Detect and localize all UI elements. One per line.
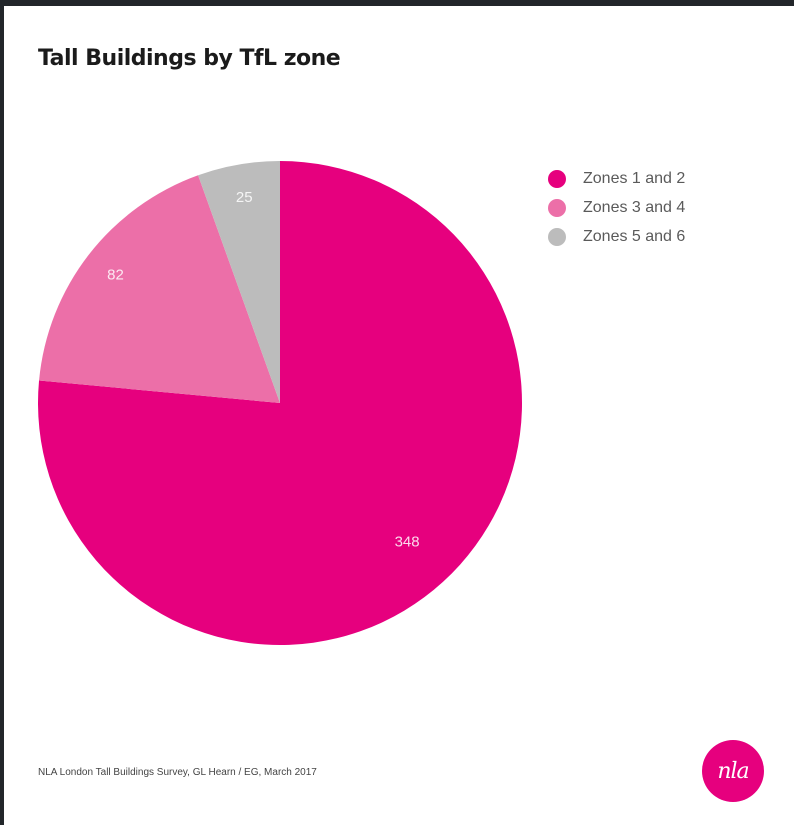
legend-label: Zones 1 and 2 (583, 169, 686, 187)
nla-logo: nla (702, 740, 764, 802)
legend-item-zones-5-and-6: Zones 5 and 6 (548, 222, 685, 251)
source-note: NLA London Tall Buildings Survey, GL Hea… (38, 767, 317, 778)
legend-label: Zones 3 and 4 (583, 198, 686, 216)
pie-value-label-zones-3-and-4: 82 (107, 266, 124, 283)
legend: Zones 1 and 2 Zones 3 and 4 Zones 5 and 6 (548, 164, 685, 251)
legend-label: Zones 5 and 6 (583, 227, 686, 245)
legend-item-zones-3-and-4: Zones 3 and 4 (548, 193, 685, 222)
pie-chart: 348 82 25 (38, 161, 522, 645)
pie-slice-zones-3-and-4 (39, 175, 280, 403)
legend-swatch (548, 227, 566, 246)
legend-item-zones-1-and-2: Zones 1 and 2 (548, 164, 685, 193)
pie-value-label-zones-5-and-6: 25 (236, 189, 253, 206)
chart-card: Tall Buildings by TfL zone 348 82 25 Zones… (4, 6, 794, 825)
chart-title: Tall Buildings by TfL zone (38, 46, 341, 71)
pie-slice-zones-5-and-6 (198, 161, 280, 403)
nla-logo-text: nla (717, 758, 749, 784)
pie-value-label-zones-1-and-2: 348 (395, 534, 420, 551)
legend-swatch (548, 169, 566, 188)
legend-swatch (548, 198, 566, 217)
